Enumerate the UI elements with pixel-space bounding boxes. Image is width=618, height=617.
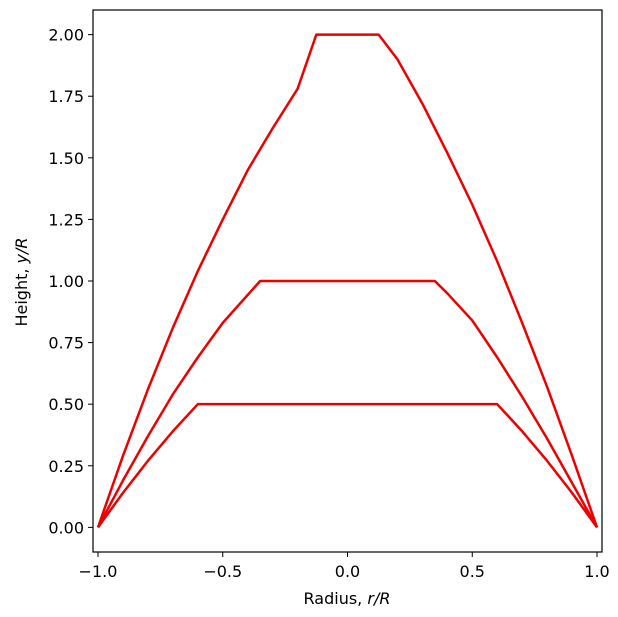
x-tick-label: 0.0 <box>335 562 360 581</box>
series-layer <box>96 33 599 529</box>
tick-layer: −1.0 −0.5 0.0 0.5 1.0 0.00 0.25 0.50 0.75 1.00 1.2… <box>48 26 609 581</box>
plot-frame <box>92 9 603 553</box>
y-tick-label: 1.25 <box>48 210 84 229</box>
x-axis-label-text: Radius, <box>304 589 368 608</box>
y-tick-label: 0.25 <box>48 457 84 476</box>
y-tick-label: 1.00 <box>48 272 84 291</box>
y-tick-label: 0.50 <box>48 395 84 414</box>
x-tick-label: 0.5 <box>460 562 485 581</box>
x-tick-label: −0.5 <box>203 562 242 581</box>
y-tick-label: 0.75 <box>48 334 84 353</box>
x-axis-label-var: r/R <box>367 589 390 608</box>
x-axis-label: Radius, r/R <box>304 589 391 608</box>
x-tick-label: −1.0 <box>79 562 118 581</box>
series-line-3 <box>96 402 599 529</box>
y-axis-label-text: Height, <box>12 263 31 326</box>
y-axis-label: Height, y/R <box>12 237 31 326</box>
y-tick-label: 0.00 <box>48 518 84 537</box>
y-tick-label: 1.75 <box>48 87 84 106</box>
y-tick-label: 2.00 <box>48 26 84 45</box>
y-axis-label-var: y/R <box>12 237 31 264</box>
x-tick-label: 1.0 <box>584 562 609 581</box>
series-line-2 <box>96 279 599 528</box>
series-line-1 <box>96 33 599 528</box>
y-tick-label: 1.50 <box>48 149 84 168</box>
